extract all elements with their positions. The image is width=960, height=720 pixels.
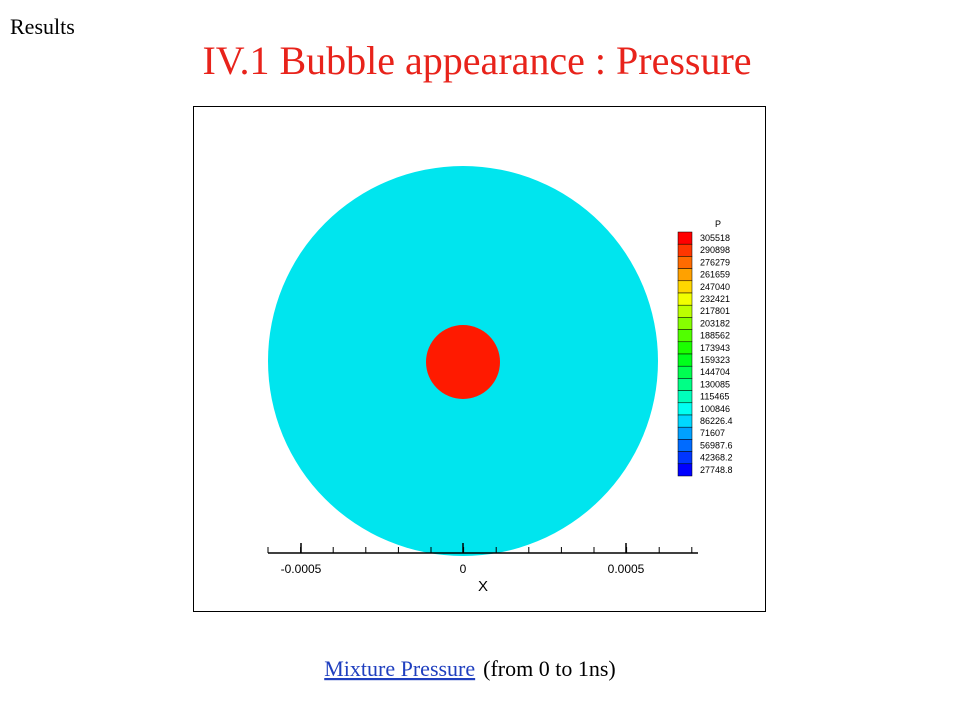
legend-level: 276279 bbox=[700, 257, 730, 267]
legend-title: P bbox=[715, 219, 721, 229]
legend-swatch bbox=[677, 463, 693, 477]
legend-swatch bbox=[677, 231, 693, 245]
legend-swatch bbox=[677, 268, 693, 282]
legend-swatch bbox=[677, 439, 693, 452]
legend-level: 144704 bbox=[700, 367, 730, 377]
legend: 305518 290898 276279 261659 247040 232421 2178… bbox=[677, 231, 733, 477]
caption-link[interactable]: Mixture Pressure bbox=[324, 656, 475, 681]
legend-level: 159323 bbox=[700, 355, 730, 365]
legend-swatch bbox=[677, 426, 693, 440]
legend-level: 27748.8 bbox=[700, 465, 733, 475]
x-tick-label: 0.0005 bbox=[608, 562, 645, 576]
legend-swatch bbox=[677, 304, 693, 318]
section-label: Results bbox=[10, 14, 75, 39]
x-ticks: -0.0005 0 0.0005 bbox=[281, 543, 645, 576]
x-tick-label: -0.0005 bbox=[281, 562, 322, 576]
legend-swatch bbox=[677, 378, 693, 391]
legend-swatch bbox=[677, 390, 693, 404]
legend-level: 247040 bbox=[700, 282, 730, 292]
legend-swatch bbox=[677, 341, 693, 355]
legend-level: 188562 bbox=[700, 331, 730, 341]
legend-swatch bbox=[677, 280, 693, 294]
legend-swatch bbox=[677, 256, 693, 269]
legend-level: 115465 bbox=[700, 392, 729, 402]
caption-text: (from 0 to 1ns) bbox=[483, 656, 616, 681]
legend-level: 217801 bbox=[700, 306, 730, 316]
legend-swatch bbox=[677, 329, 693, 343]
legend-level: 290898 bbox=[700, 245, 730, 255]
legend-swatch bbox=[677, 243, 693, 257]
caption: Mixture Pressure (from 0 to 1ns) bbox=[324, 656, 616, 681]
legend-level: 86226.4 bbox=[700, 416, 733, 426]
legend-level: 130085 bbox=[700, 379, 730, 389]
slide-title: IV.1 Bubble appearance : Pressure bbox=[202, 38, 751, 83]
x-axis-label: X bbox=[478, 578, 488, 595]
legend-level: 232421 bbox=[700, 294, 730, 304]
legend-level: 100846 bbox=[700, 404, 730, 414]
x-tick-label: 0 bbox=[460, 562, 467, 576]
legend-level: 261659 bbox=[700, 270, 730, 280]
legend-level: 173943 bbox=[700, 343, 730, 353]
legend-level: 56987.6 bbox=[700, 440, 733, 450]
legend-level: 42368.2 bbox=[700, 453, 733, 463]
legend-swatch bbox=[677, 292, 693, 306]
bubble-region bbox=[426, 325, 500, 399]
legend-swatch bbox=[677, 317, 693, 330]
legend-swatch bbox=[677, 353, 693, 367]
legend-swatch bbox=[677, 402, 693, 416]
legend-swatch bbox=[677, 451, 693, 465]
legend-level: 71607 bbox=[700, 428, 725, 438]
legend-level: 203182 bbox=[700, 318, 730, 328]
legend-level: 305518 bbox=[700, 233, 730, 243]
legend-swatch bbox=[677, 414, 693, 428]
legend-swatch bbox=[677, 365, 693, 379]
